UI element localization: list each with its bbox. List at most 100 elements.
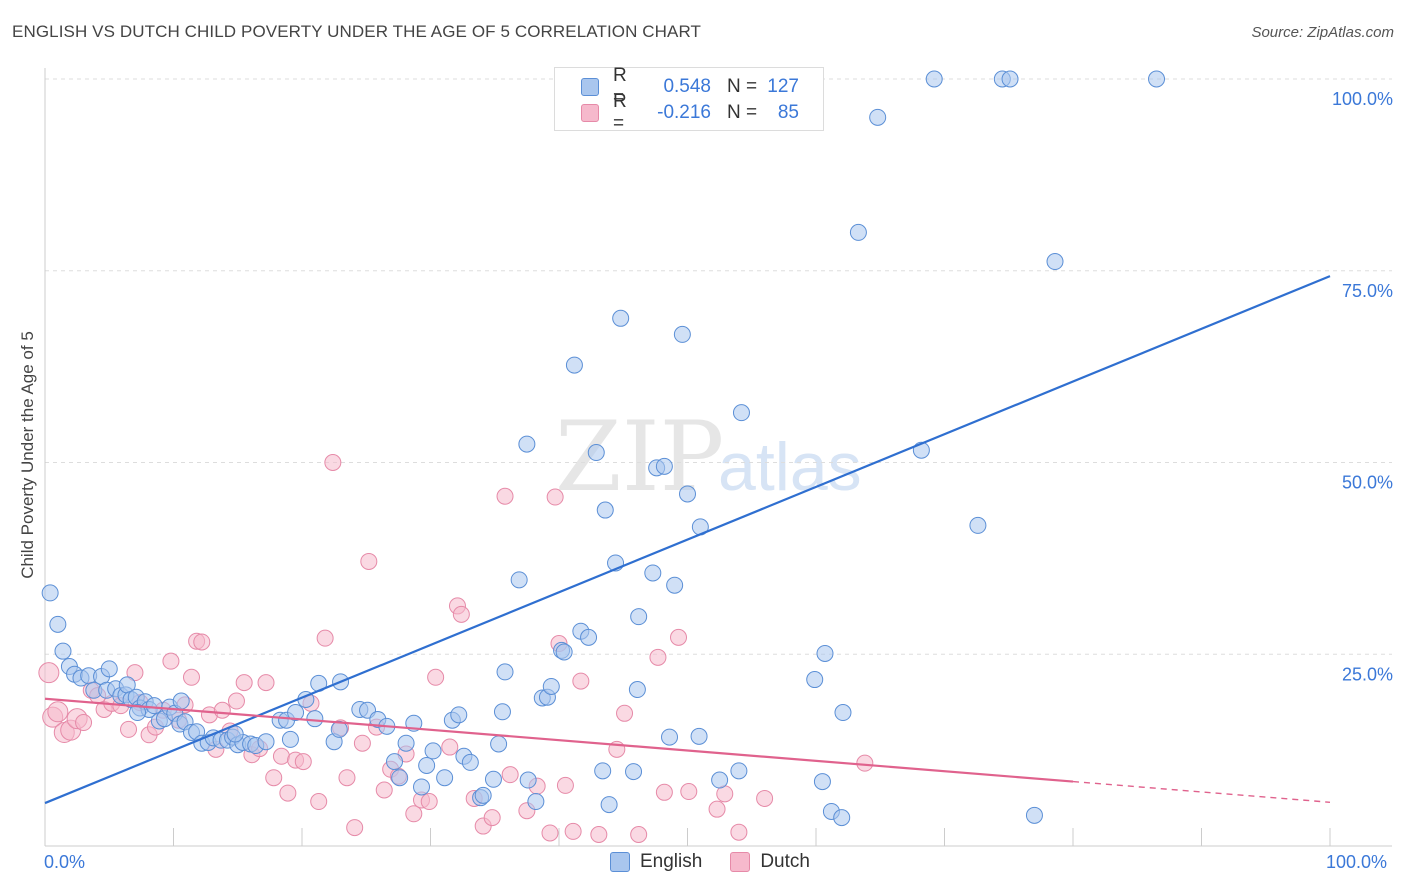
dutch-point xyxy=(427,668,445,686)
dutch-point xyxy=(730,823,748,841)
english-n-label: N = xyxy=(727,76,758,97)
watermark-atlas: atlas xyxy=(718,429,862,505)
english-point xyxy=(306,710,324,728)
dutch-point xyxy=(75,714,93,732)
english-point xyxy=(580,628,598,646)
dutch-point xyxy=(279,784,297,802)
english-point xyxy=(1001,70,1019,88)
english-point xyxy=(496,663,514,681)
dutch-point xyxy=(47,701,69,723)
dutch-legend-swatch xyxy=(730,852,751,872)
dutch-r-label: R = xyxy=(613,91,627,134)
watermark-zip: ZIP xyxy=(555,401,724,513)
english-point xyxy=(493,703,511,721)
english-point xyxy=(397,734,415,752)
dutch-point xyxy=(556,776,574,794)
dutch-point xyxy=(338,769,356,787)
dutch-point xyxy=(235,674,253,692)
dutch-point xyxy=(616,704,634,722)
english-point xyxy=(969,516,987,534)
dutch-point xyxy=(213,701,231,719)
english-point xyxy=(413,778,431,796)
english-point xyxy=(673,325,691,343)
english-point xyxy=(461,753,479,771)
dutch-trend-line xyxy=(44,697,1074,783)
english-r-value: 0.548 xyxy=(663,76,711,97)
dutch-point xyxy=(257,674,275,692)
english-point xyxy=(925,70,943,88)
english-point xyxy=(711,771,729,789)
english-point xyxy=(542,677,560,695)
dutch-point xyxy=(375,781,393,799)
english-point xyxy=(518,435,536,453)
legend-row-english: R = 0.548 N = 127 xyxy=(581,65,799,108)
dutch-swatch xyxy=(581,104,599,122)
english-point xyxy=(630,608,648,626)
english-point xyxy=(816,644,834,662)
dutch-point xyxy=(346,819,364,837)
dutch-point xyxy=(756,789,774,807)
x-tick-label-min: 0.0% xyxy=(44,852,86,872)
dutch-point xyxy=(310,793,328,811)
english-point xyxy=(666,576,684,594)
english-point xyxy=(596,501,614,519)
english-point xyxy=(594,762,612,780)
english-point xyxy=(418,756,436,774)
english-point xyxy=(690,727,708,745)
dutch-point xyxy=(272,747,290,765)
english-point xyxy=(612,309,630,327)
english-point xyxy=(644,564,662,582)
series-legend: English Dutch xyxy=(610,851,838,873)
english-point xyxy=(1148,70,1166,88)
dutch-point xyxy=(162,652,180,670)
english-point xyxy=(424,742,442,760)
english-point xyxy=(834,704,852,722)
english-legend-label: English xyxy=(640,851,703,872)
dutch-point xyxy=(501,766,519,784)
english-point xyxy=(806,671,824,689)
dutch-point xyxy=(564,822,582,840)
dutch-point xyxy=(590,825,608,843)
english-point xyxy=(1046,253,1064,271)
dutch-point xyxy=(38,662,60,684)
dutch-point xyxy=(316,629,334,647)
english-legend-swatch xyxy=(610,852,630,872)
dutch-point xyxy=(546,488,564,506)
english-point xyxy=(172,692,190,710)
english-point xyxy=(628,681,646,699)
english-trend-line xyxy=(44,275,1331,805)
legend-item-english[interactable]: English xyxy=(610,851,702,873)
english-n-value: 127 xyxy=(767,76,799,97)
dutch-n-value: 85 xyxy=(777,102,799,123)
dutch-legend-label: Dutch xyxy=(760,851,810,872)
english-point xyxy=(565,356,583,374)
dutch-point xyxy=(483,809,501,827)
english-point xyxy=(661,728,679,746)
dutch-point xyxy=(630,825,648,843)
dutch-point xyxy=(541,824,559,842)
english-point xyxy=(257,733,275,751)
english-point xyxy=(732,404,750,422)
english-point xyxy=(555,643,573,661)
english-r-label: R = xyxy=(613,65,627,108)
english-point xyxy=(869,108,887,126)
english-point xyxy=(730,762,748,780)
dutch-point xyxy=(452,605,470,623)
dutch-point xyxy=(126,664,144,682)
english-point xyxy=(655,457,673,475)
english-point xyxy=(450,706,468,724)
english-point xyxy=(833,809,851,827)
legend-row-dutch: R = -0.216 N = 85 xyxy=(581,91,799,134)
english-point xyxy=(625,763,643,781)
dutch-point xyxy=(227,692,245,710)
english-point xyxy=(391,769,409,787)
english-point xyxy=(519,771,537,789)
english-point xyxy=(145,697,163,715)
english-swatch xyxy=(581,78,599,96)
dutch-point xyxy=(182,668,200,686)
english-point xyxy=(813,773,831,791)
english-point xyxy=(679,485,696,503)
english-point xyxy=(1025,806,1043,824)
legend-item-dutch[interactable]: Dutch xyxy=(730,851,810,873)
